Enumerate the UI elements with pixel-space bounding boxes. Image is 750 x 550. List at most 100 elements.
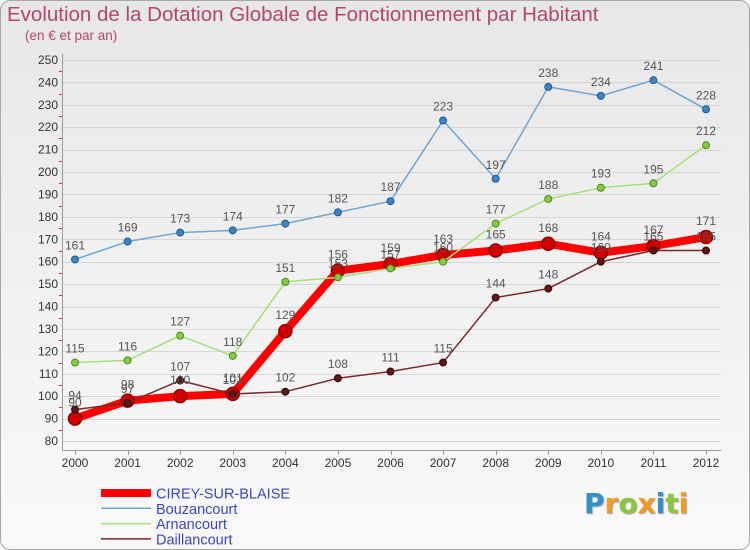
data-label-daillancourt-2011: 165: [643, 230, 663, 244]
legend-label-bouzancourt: Bouzancourt: [156, 502, 237, 518]
point-arnancourt-2012: [702, 141, 710, 150]
point-daillancourt-2005: [333, 374, 342, 383]
point-cirey-sur-blaise-2002: [172, 388, 188, 404]
point-arnancourt-2007: [439, 257, 448, 266]
data-label-bouzancourt-2004: 177: [275, 203, 295, 217]
y-tick-label-160: 160: [38, 255, 58, 269]
y-tick-label-90: 90: [45, 412, 59, 426]
data-label-daillancourt-2001: 97: [121, 382, 135, 396]
series-arnancourt: [71, 141, 710, 367]
x-tick-label-2005: 2005: [325, 456, 352, 470]
point-bouzancourt-2001: [123, 237, 132, 246]
series-daillancourt: [71, 246, 710, 414]
y-tick-label-100: 100: [38, 389, 58, 403]
point-bouzancourt-2006: [386, 197, 395, 206]
point-daillancourt-2007: [439, 358, 448, 367]
data-label-daillancourt-2000: 94: [68, 389, 82, 403]
chart-title: Evolution de la Dotation Globale de Fonc…: [7, 3, 599, 26]
y-gridlines: [62, 60, 721, 442]
legend-label-daillancourt: Daillancourt: [156, 532, 233, 548]
logo-letter-1: P: [584, 487, 605, 520]
data-label-bouzancourt-2005: 182: [328, 191, 348, 205]
logo-letter-2: r: [604, 487, 619, 520]
point-daillancourt-2009: [544, 284, 553, 293]
point-bouzancourt-2005: [333, 208, 342, 217]
point-cirey-sur-blaise-2012: [698, 229, 714, 245]
data-label-arnancourt-2005: 153: [328, 256, 348, 270]
series-bouzancourt: [71, 76, 710, 264]
data-label-arnancourt-2012: 212: [696, 124, 716, 138]
data-label-cirey-sur-blaise-2007: 163: [433, 232, 453, 246]
x-tick-label-2012: 2012: [693, 456, 720, 470]
point-bouzancourt-2002: [176, 228, 185, 237]
data-label-arnancourt-2003: 118: [223, 335, 242, 349]
data-label-bouzancourt-2012: 228: [696, 88, 716, 102]
point-bouzancourt-2008: [491, 174, 500, 183]
data-label-daillancourt-2004: 102: [275, 371, 295, 385]
series-cirey-sur-blaise: [67, 229, 714, 426]
point-cirey-sur-blaise-2009: [541, 236, 556, 252]
x-tick-label-2001: 2001: [114, 456, 141, 470]
point-daillancourt-2000: [71, 405, 79, 414]
series-group: [67, 76, 714, 426]
x-tick-label-2007: 2007: [430, 456, 457, 470]
legend-label-cirey-sur-blaise: CIREY-SUR-BLAISE: [156, 487, 290, 503]
point-arnancourt-2003: [228, 351, 237, 360]
point-arnancourt-2004: [281, 277, 290, 286]
data-label-arnancourt-2000: 115: [65, 342, 84, 356]
y-tick-label-250: 250: [38, 53, 58, 67]
data-label-arnancourt-2006: 157: [380, 247, 400, 261]
point-arnancourt-2002: [176, 331, 185, 340]
data-label-cirey-sur-blaise-2011: 167: [643, 223, 663, 237]
data-label-bouzancourt-2000: 161: [65, 238, 85, 252]
legend: CIREY-SUR-BLAISEBouzancourtArnancourtDai…: [101, 487, 290, 548]
data-label-bouzancourt-2008: 197: [486, 158, 506, 172]
point-arnancourt-2010: [596, 183, 605, 192]
logo-letter-5: i: [655, 487, 666, 520]
data-label-bouzancourt-2003: 174: [223, 209, 243, 223]
data-label-daillancourt-2002: 107: [170, 359, 190, 373]
x-tick-label-2004: 2004: [272, 456, 299, 470]
point-daillancourt-2004: [281, 387, 290, 396]
data-label-bouzancourt-2009: 238: [538, 66, 558, 80]
data-label-daillancourt-2007: 115: [434, 342, 453, 356]
y-tick-label-110: 110: [39, 367, 58, 381]
data-label-cirey-sur-blaise-2001: 98: [121, 378, 135, 392]
data-label-cirey-sur-blaise-2003: 101: [223, 371, 243, 385]
y-tick-label-170: 170: [38, 232, 58, 246]
data-label-daillancourt-2003: 101: [223, 373, 243, 387]
y-tick-label-220: 220: [38, 120, 58, 134]
y-tick-label-240: 240: [38, 75, 58, 89]
y-tick-label-140: 140: [38, 300, 58, 314]
data-label-arnancourt-2002: 127: [170, 315, 190, 329]
data-labels: 90 98 100 101 129 156 159 163 165 168 164 167 171 161…: [65, 59, 716, 409]
data-label-arnancourt-2010: 193: [591, 167, 611, 181]
data-label-bouzancourt-2010: 234: [591, 75, 611, 89]
x-axis-ticks: 2000 2001 2002 2003 2004 2005 2006 2007 2008 2009…: [62, 450, 720, 470]
data-label-cirey-sur-blaise-2009: 168: [538, 221, 558, 235]
point-arnancourt-2009: [544, 194, 553, 203]
data-label-cirey-sur-blaise-2008: 165: [486, 228, 506, 242]
point-bouzancourt-2010: [596, 91, 605, 100]
point-arnancourt-2006: [386, 264, 395, 273]
x-tick-label-2009: 2009: [535, 456, 562, 470]
data-label-arnancourt-2009: 188: [538, 178, 558, 192]
data-label-cirey-sur-blaise-2010: 164: [591, 230, 611, 244]
point-arnancourt-2005: [333, 273, 342, 282]
x-tick-label-2003: 2003: [219, 456, 246, 470]
x-tick-label-2010: 2010: [587, 456, 614, 470]
point-arnancourt-2000: [71, 358, 79, 367]
x-tick-label-2008: 2008: [482, 456, 509, 470]
y-tick-label-130: 130: [38, 322, 58, 336]
y-tick-label-190: 190: [38, 187, 58, 201]
data-label-arnancourt-2004: 151: [275, 261, 295, 275]
logo-letter-7: i: [678, 487, 689, 520]
data-label-arnancourt-2011: 195: [643, 162, 663, 176]
data-label-arnancourt-2001: 116: [118, 339, 137, 353]
logo-letter-4: x: [637, 487, 656, 520]
point-cirey-sur-blaise-2004: [278, 323, 293, 339]
point-daillancourt-2011: [649, 246, 658, 255]
y-tick-label-210: 210: [38, 143, 58, 157]
